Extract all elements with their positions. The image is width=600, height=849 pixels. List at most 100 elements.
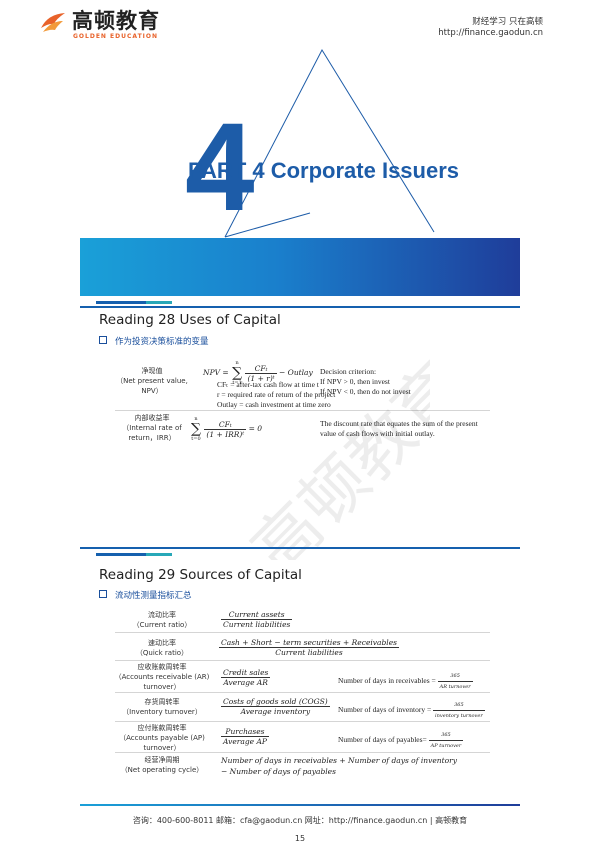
irr-fraction: CFₜ (1 + IRR)ᵗ <box>204 420 247 439</box>
ar-days-num: 365 <box>437 671 473 682</box>
inventory-turnover-formula: Costs of goods sold (COGS) Average invent… <box>221 697 330 716</box>
inventory-turnover-en: （Inventory turnover） <box>122 708 202 716</box>
ap-days-formula: Number of days of payables= 365 AP turnov… <box>338 730 464 751</box>
npv-fraction: CFₜ (1 + r)ᵗ <box>245 364 277 383</box>
big-part-numeral: 4 <box>185 98 255 237</box>
net-operating-cycle-formula: Number of days in receivables + Number o… <box>221 755 457 777</box>
ap-turnover-num: Purchases <box>221 727 269 737</box>
checkbox-square-icon <box>99 336 107 344</box>
quick-ratio-formula: Cash + Short − term securities + Receiva… <box>219 638 399 657</box>
net-operating-cycle-cn: 经营净周期 <box>144 756 180 764</box>
ar-turnover-formula: Credit sales Average AR <box>221 668 271 687</box>
irr-desc-line1: The discount rate that equates the sum o… <box>320 419 478 428</box>
inventory-days-note: Number of days of inventory = <box>338 705 432 715</box>
npv-frac-den: (1 + r)ᵗ <box>247 373 275 383</box>
table-row: 经营净周期 （Net operating cycle） <box>112 755 212 775</box>
header-url: http://finance.gaodun.cn <box>438 28 543 38</box>
section-bar-dark <box>96 301 146 304</box>
svg-text:高顿教育: 高顿教育 <box>237 348 430 560</box>
table-row-divider <box>115 692 490 693</box>
npv-sum-top: n <box>235 360 239 366</box>
inventory-turnover-num: Costs of goods sold (COGS) <box>221 697 330 707</box>
net-operating-cycle-line2: − Number of days of payables <box>221 767 336 776</box>
footer-contact: 咨询：400-600-8011 邮箱：cfa@gaodun.cn 网址：http… <box>132 816 468 825</box>
watermark: 高顿教育 <box>237 348 430 560</box>
net-operating-cycle-line1: Number of days in receivables + Number o… <box>221 756 457 765</box>
npv-definitions: CFₜ = after-tax cash flow at time t r = … <box>217 380 335 410</box>
current-ratio-cn: 流动比率 <box>148 611 176 619</box>
quick-ratio-en: （Quick ratio） <box>135 649 189 657</box>
npv-label: 净现值 （Net present value, NPV） <box>112 366 192 396</box>
npv-tail: − Outlay <box>279 368 313 377</box>
ar-days-note: Number of days in receivables = <box>338 676 436 686</box>
ap-days-num: 365 <box>428 730 464 741</box>
irr-label-cn: 内部收益率 <box>134 414 170 422</box>
irr-desc-line2: value of cash flows with initial outlay. <box>320 429 435 438</box>
table-row: 存货周转率 （Inventory turnover） <box>112 697 212 717</box>
irr-label-en2: return，IRR） <box>128 434 176 442</box>
logo-mark-icon <box>41 13 65 32</box>
npv-def-outlay: Outlay = cash investment at time zero <box>217 400 331 409</box>
section-divider <box>80 306 520 308</box>
irr-frac-num: CFₜ <box>204 420 247 430</box>
table-row-divider <box>115 660 490 661</box>
npv-label-cn: 净现值 <box>141 367 163 375</box>
current-ratio-en: （Current ratio） <box>132 621 192 629</box>
section-bar-dark <box>96 553 146 556</box>
section-divider <box>80 547 520 549</box>
logo-english-text: GOLDEN EDUCATION <box>73 33 159 40</box>
npv-sum-bottom: t=1 <box>232 380 242 386</box>
inventory-turnover-cn: 存货周转率 <box>144 698 180 706</box>
irr-label: 内部收益率 （Internal rate of return，IRR） <box>112 413 192 443</box>
irr-formula: n ∑ t=0 CFₜ (1 + IRR)ᵗ = 0 <box>190 416 262 442</box>
section-bar-teal <box>146 553 172 556</box>
irr-frac-den: (1 + IRR)ᵗ <box>206 429 245 439</box>
table-row-divider <box>115 752 490 753</box>
ar-turnover-en1: （Accounts receivable (AR) <box>114 673 210 681</box>
reading29-subtitle: 流动性测量指标汇总 <box>99 589 192 601</box>
part-title: PART 4 Corporate Issuers <box>188 158 460 183</box>
irr-sum-bottom: t=0 <box>191 436 201 442</box>
ar-days-den: AR turnover <box>439 684 471 690</box>
table-row: 应付账款周转率 （Accounts payable (AP) turnover） <box>112 723 212 753</box>
table-row-divider <box>115 632 490 633</box>
reading29-title: Reading 29 Sources of Capital <box>99 567 302 583</box>
title-diamond-art: 4 <box>185 48 435 238</box>
irr-description: The discount rate that equates the sum o… <box>320 419 478 439</box>
quick-ratio-cn: 速动比率 <box>148 639 176 647</box>
ar-turnover-en2: turnover） <box>143 683 181 691</box>
current-ratio-num: Current assets <box>221 610 293 620</box>
ar-days-formula: Number of days in receivables = 365 AR tu… <box>338 671 473 692</box>
checkbox-square-icon <box>99 590 107 598</box>
table-row: 流动比率 （Current ratio） <box>112 610 212 630</box>
npv-formula: NPV = n ∑ t=1 CFₜ (1 + r)ᵗ − Outlay <box>203 360 313 386</box>
inventory-turnover-den: Average inventory <box>240 707 311 716</box>
net-operating-cycle-en: （Net operating cycle） <box>120 766 204 774</box>
inventory-days-formula: Number of days of inventory = 365 invento… <box>338 700 485 721</box>
npv-def-cf: CFₜ = after-tax cash flow at time t <box>217 380 319 389</box>
current-ratio-den: Current liabilities <box>223 620 291 629</box>
ap-turnover-en2: turnover） <box>143 744 181 752</box>
page-number: 15 <box>294 834 306 843</box>
table-row: 应收账款周转率 （Accounts receivable (AR) turnov… <box>112 662 212 692</box>
quick-ratio-num: Cash + Short − term securities + Receiva… <box>219 638 399 648</box>
section-bar-teal <box>146 301 172 304</box>
ap-days-note: Number of days of payables= <box>338 735 427 745</box>
table-row-divider <box>115 410 490 411</box>
npv-lhs: NPV = <box>203 368 229 377</box>
npv-def-r: r = required rate of return of the proje… <box>217 390 336 399</box>
ar-turnover-cn: 应收账款周转率 <box>137 663 187 671</box>
reading28-subtitle: 作为投资决策标准的变量 <box>99 335 209 347</box>
sigma-icon: ∑ <box>232 365 243 381</box>
quick-ratio-den: Current liabilities <box>275 648 343 657</box>
footer-divider <box>80 804 520 806</box>
reading28-subtitle-text: 作为投资决策标准的变量 <box>115 337 209 347</box>
reading29-subtitle-text: 流动性测量指标汇总 <box>115 591 192 601</box>
npv-criterion-invest: If NPV > 0, then invest <box>320 377 390 386</box>
irr-label-en1: （Internal rate of <box>122 424 182 432</box>
npv-frac-num: CFₜ <box>245 364 277 374</box>
inventory-days-num: 365 <box>433 700 485 711</box>
inventory-days-den: inventory turnover <box>435 713 483 719</box>
npv-label-en2: NPV） <box>141 387 163 395</box>
reading28-title: Reading 28 Uses of Capital <box>99 312 281 328</box>
